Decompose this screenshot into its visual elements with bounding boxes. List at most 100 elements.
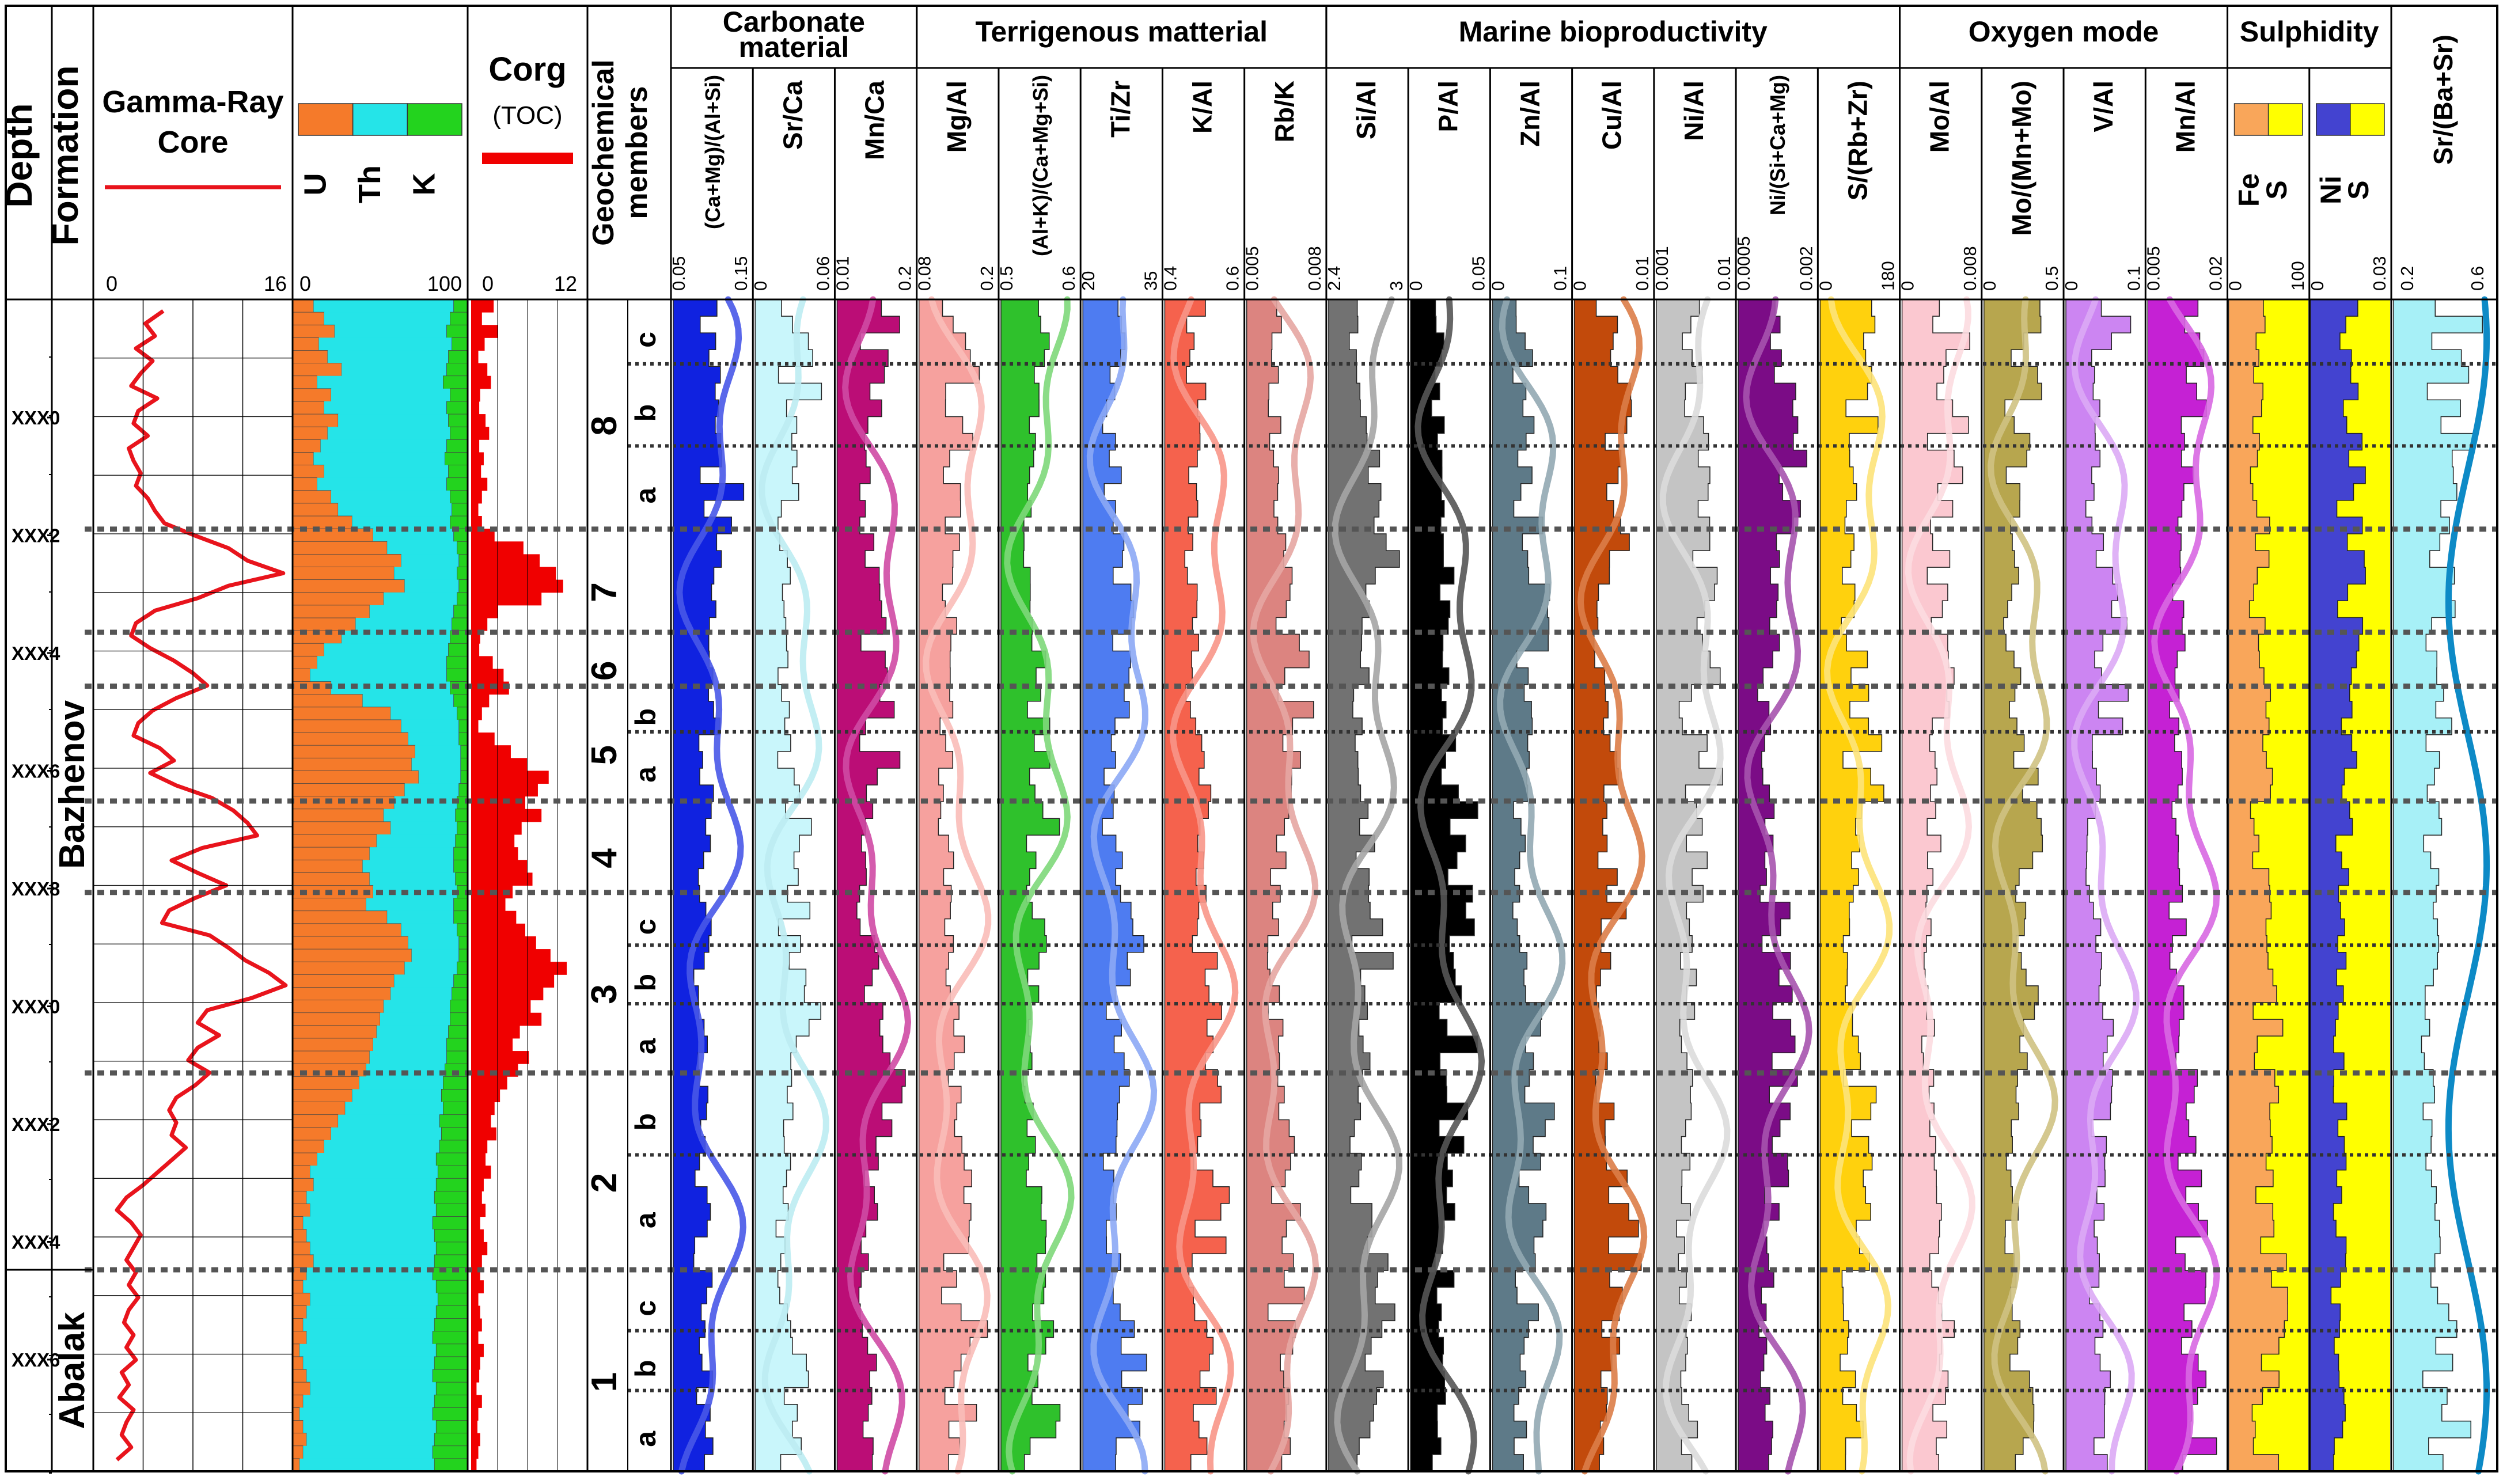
thorium-bar	[299, 1343, 437, 1357]
track-min-label: 0.2	[2397, 266, 2417, 291]
track-min-label: 0	[2061, 281, 2081, 291]
corg-legend-bar	[482, 153, 573, 164]
group-title: Terrigenous matterial	[976, 16, 1268, 48]
track-max-label: 0.008	[1304, 246, 1325, 291]
uranium-bar	[292, 1369, 307, 1383]
thorium-bar	[369, 605, 454, 618]
corg-title: Corg	[488, 51, 566, 88]
potassium-bar	[446, 1050, 468, 1065]
thorium-bar	[303, 1318, 435, 1332]
corg-bar	[471, 860, 528, 873]
potassium-bar	[460, 757, 468, 772]
corg-bar	[471, 745, 511, 758]
thorium-bar	[404, 962, 457, 975]
potassium-bar	[435, 1305, 468, 1319]
uranium-bar	[292, 1242, 310, 1255]
corg-bar	[471, 974, 555, 988]
track-max-label: 0.6	[2467, 266, 2487, 291]
thorium-bar	[376, 834, 456, 848]
track-min-label: 0.005	[2143, 246, 2163, 291]
uranium-bar	[292, 681, 332, 695]
corg-bar	[471, 579, 563, 593]
uranium-bar	[292, 375, 317, 389]
corg-bar	[471, 337, 485, 351]
potassium-bar	[432, 1369, 468, 1383]
uranium-bar	[292, 1216, 304, 1230]
track-max-label: 0.01	[1632, 256, 1652, 291]
ratio-track-curve	[842, 296, 912, 1475]
corg-bar	[471, 1178, 484, 1191]
ratio-track-curve	[1414, 296, 1485, 1475]
ratio-track-curve	[1004, 296, 1075, 1475]
thorium-bar	[324, 465, 449, 479]
track-max-label: 0.1	[1550, 266, 1571, 291]
nickel-fill	[2310, 299, 2366, 1472]
spectral-legend-label: Th	[352, 165, 387, 203]
formation-label: Abalak	[52, 1312, 92, 1429]
track-label: Ni/Al	[1679, 81, 1709, 141]
track-min-label: 0.01	[832, 256, 852, 291]
ratio-track-curve	[759, 296, 829, 1475]
thorium-bar	[359, 1076, 443, 1090]
uranium-bar	[292, 1012, 381, 1026]
uranium-bar	[292, 783, 405, 797]
uranium-bar	[292, 1165, 310, 1179]
track-max-label: 0.06	[813, 256, 833, 291]
uranium-bar	[292, 1038, 374, 1052]
submember-label: b	[629, 974, 662, 992]
thorium-bar	[317, 477, 447, 491]
corg-bar	[471, 388, 480, 402]
potassium-bar	[446, 477, 468, 491]
thorium-bar	[387, 541, 457, 555]
corg-bar	[471, 949, 551, 962]
legend-swatch	[2233, 103, 2269, 136]
potassium-bar	[450, 1012, 468, 1026]
ratio-track-curve	[1250, 296, 1319, 1475]
track-label: Mg/Al	[942, 81, 972, 153]
ratio-track-fill	[1328, 299, 1400, 1472]
thorium-bar	[342, 631, 450, 644]
uranium-bar	[292, 452, 314, 466]
thorium-bar	[369, 847, 454, 860]
corg-bar	[471, 656, 493, 669]
ratio-track-fill	[2065, 299, 2132, 1472]
potassium-bar	[432, 1216, 468, 1230]
track-min-label: 2.4	[1324, 266, 1344, 291]
corg-bar	[471, 465, 481, 479]
potassium-bar	[458, 732, 468, 746]
potassium-bar	[446, 401, 468, 415]
depth-label: XXX6	[12, 761, 60, 782]
thorium-bar	[331, 490, 450, 504]
corg-bar	[471, 1025, 520, 1039]
potassium-bar	[457, 707, 468, 720]
depth-label: XXX0	[12, 996, 60, 1018]
uranium-bar	[292, 809, 384, 822]
corg-bar	[471, 1458, 477, 1472]
gamma-min-label: 0	[106, 272, 117, 295]
track-label: Sr/(Ba+Sr)	[2428, 35, 2458, 165]
uranium-bar	[292, 1445, 304, 1459]
spectral-legend-label: U	[298, 173, 332, 196]
potassium-bar	[448, 350, 468, 364]
potassium-bar	[448, 1025, 468, 1039]
thorium-bar	[338, 503, 452, 517]
uranium-bar	[292, 490, 332, 504]
thorium-bar	[418, 771, 461, 784]
uranium-bar	[292, 1114, 339, 1128]
corg-min-label: 0	[482, 272, 494, 295]
thorium-bar	[317, 656, 447, 669]
corg-bar	[471, 1242, 488, 1255]
thorium-bar	[373, 1038, 447, 1052]
corg-bar	[471, 1102, 495, 1115]
thorium-bar	[299, 1458, 435, 1472]
group-title: Marine bioproductivity	[1459, 16, 1768, 48]
uranium-bar	[292, 1433, 307, 1447]
track-max-label: 3	[1386, 281, 1406, 291]
thorium-bar	[384, 592, 457, 606]
depth-label: XXX0	[12, 407, 60, 428]
corg-bar	[471, 299, 494, 313]
thorium-bar	[342, 363, 447, 377]
ratio-track-curve	[1170, 296, 1239, 1475]
corg-bar	[471, 439, 480, 453]
sr-ratio-curve	[2445, 296, 2490, 1475]
